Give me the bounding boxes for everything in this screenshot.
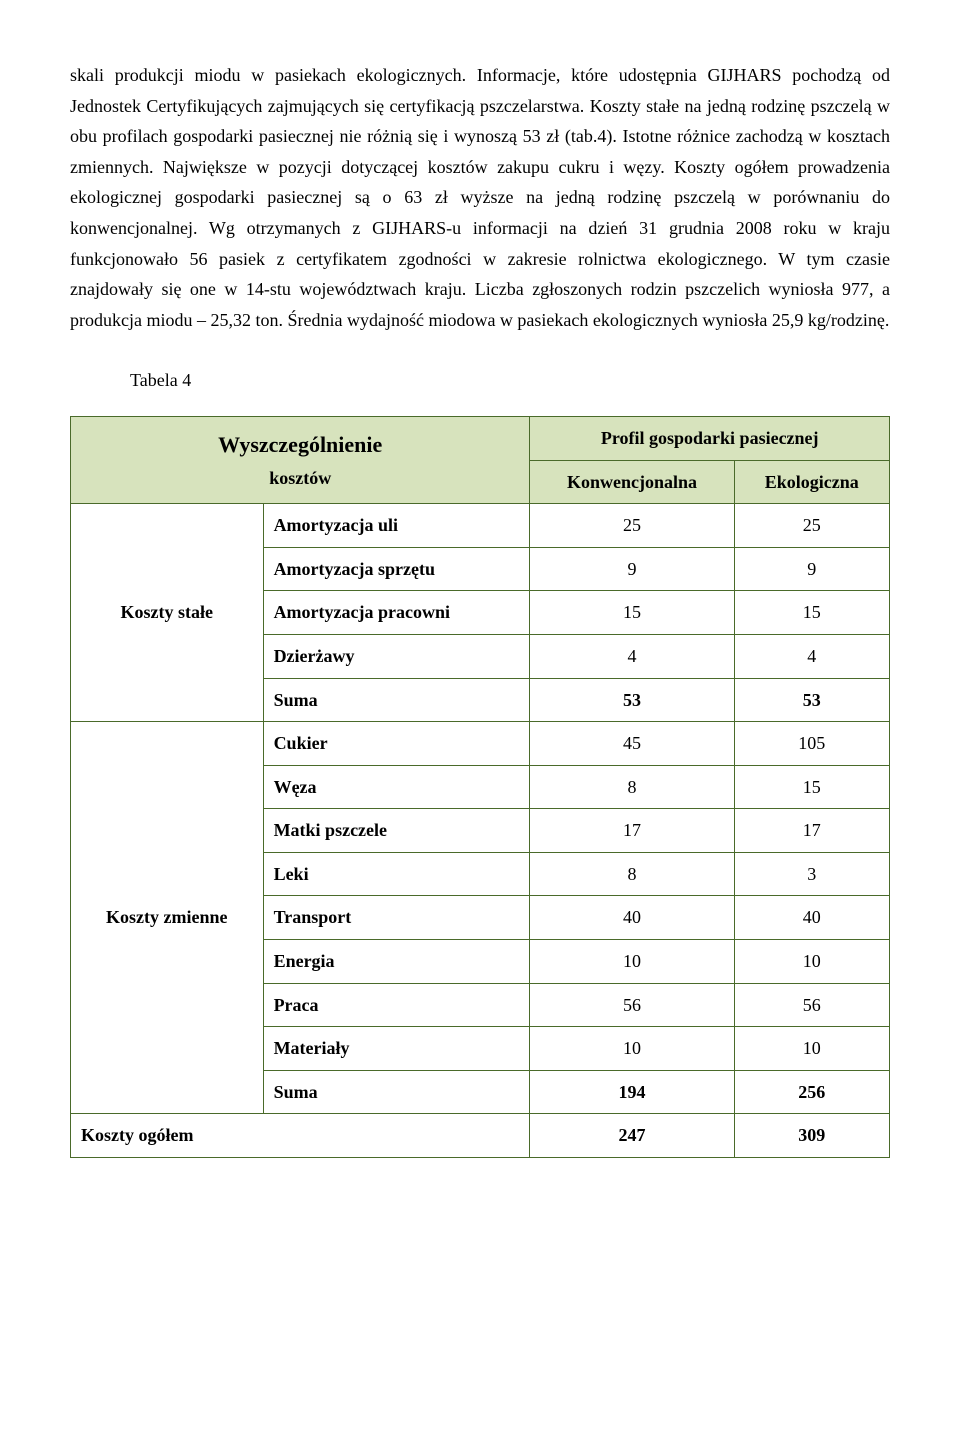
- row-label: Dzierżawy: [263, 634, 530, 678]
- table-row-total: Koszty ogółem 247 309: [71, 1114, 890, 1158]
- cell-value: 10: [734, 940, 889, 984]
- cell-value: 105: [734, 722, 889, 766]
- cell-value: 53: [734, 678, 889, 722]
- cell-value: 15: [734, 591, 889, 635]
- row-label: Transport: [263, 896, 530, 940]
- cell-value: 309: [734, 1114, 889, 1158]
- cell-value: 17: [530, 809, 734, 853]
- cell-value: 194: [530, 1070, 734, 1114]
- row-label: Praca: [263, 983, 530, 1027]
- cell-value: 15: [734, 765, 889, 809]
- col-ekologiczna: Ekologiczna: [734, 460, 889, 504]
- group-koszty-stale: Koszty stałe: [71, 504, 264, 722]
- table-caption: Tabela 4: [130, 365, 890, 396]
- group-koszty-zmienne: Koszty zmienne: [71, 722, 264, 1114]
- cell-value: 3: [734, 852, 889, 896]
- cell-value: 53: [530, 678, 734, 722]
- row-label: Materiały: [263, 1027, 530, 1071]
- cell-value: 17: [734, 809, 889, 853]
- cost-table: Wyszczególnienie kosztów Profil gospodar…: [70, 416, 890, 1158]
- row-label: Amortyzacja uli: [263, 504, 530, 548]
- cell-value: 4: [734, 634, 889, 678]
- table-row: Koszty zmienne Cukier 45 105: [71, 722, 890, 766]
- row-label-total: Koszty ogółem: [71, 1114, 530, 1158]
- cell-value: 25: [734, 504, 889, 548]
- row-label: Amortyzacja pracowni: [263, 591, 530, 635]
- cell-value: 10: [530, 1027, 734, 1071]
- cell-value: 10: [734, 1027, 889, 1071]
- cell-value: 9: [734, 547, 889, 591]
- cell-value: 15: [530, 591, 734, 635]
- cell-value: 4: [530, 634, 734, 678]
- cell-value: 25: [530, 504, 734, 548]
- cell-value: 56: [734, 983, 889, 1027]
- cell-value: 40: [530, 896, 734, 940]
- cell-value: 56: [530, 983, 734, 1027]
- header-kosztow: kosztów: [81, 463, 519, 494]
- cell-value: 9: [530, 547, 734, 591]
- cell-value: 45: [530, 722, 734, 766]
- row-label: Suma: [263, 1070, 530, 1114]
- body-paragraph: skali produkcji miodu w pasiekach ekolog…: [70, 60, 890, 335]
- header-profil: Profil gospodarki pasiecznej: [530, 416, 890, 460]
- cell-value: 40: [734, 896, 889, 940]
- row-label: Amortyzacja sprzętu: [263, 547, 530, 591]
- row-label: Energia: [263, 940, 530, 984]
- header-wyszczegolnienie: Wyszczególnienie: [81, 426, 519, 463]
- cell-value: 256: [734, 1070, 889, 1114]
- row-label: Suma: [263, 678, 530, 722]
- row-label: Cukier: [263, 722, 530, 766]
- row-label: Matki pszczele: [263, 809, 530, 853]
- cell-value: 10: [530, 940, 734, 984]
- cell-value: 8: [530, 852, 734, 896]
- table-row: Koszty stałe Amortyzacja uli 25 25: [71, 504, 890, 548]
- col-konwencjonalna: Konwencjonalna: [530, 460, 734, 504]
- row-label: Węza: [263, 765, 530, 809]
- cell-value: 247: [530, 1114, 734, 1158]
- row-label: Leki: [263, 852, 530, 896]
- cell-value: 8: [530, 765, 734, 809]
